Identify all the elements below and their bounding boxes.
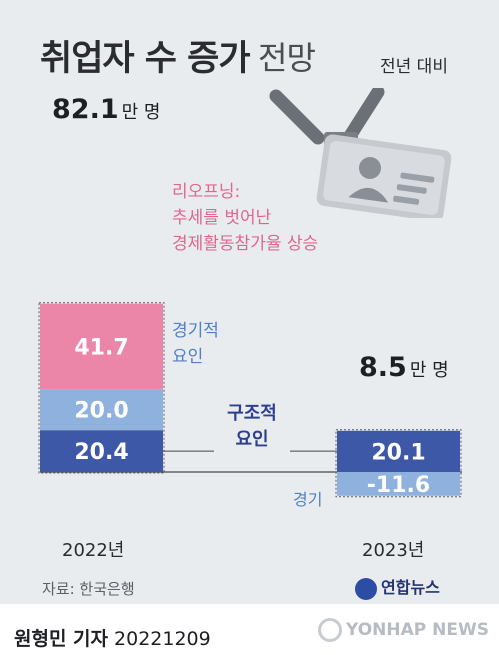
- total-unit-2022: 만 명: [121, 102, 161, 123]
- stacked-bar-chart: 20.4 20.0 41.7 20.1 -11.6: [38, 302, 462, 498]
- cyclical-2023-annotation: 경기: [293, 490, 323, 509]
- data-label-2-0: 41.7: [74, 335, 128, 360]
- bar-structural-0: [40, 430, 163, 472]
- bar-outline-0: [38, 302, 165, 474]
- category-label-2023: 2023년: [362, 540, 425, 561]
- yonhap-logo-icon: [355, 577, 377, 600]
- bar-reopening-0: [40, 303, 163, 390]
- data-label-0-1: 20.1: [371, 440, 425, 465]
- structural-annotation: 구조적 요인: [216, 401, 288, 453]
- bar-structural-1: [337, 430, 460, 472]
- total-value-2022: 82.1: [52, 94, 119, 125]
- total-value-2023: 8.5: [359, 352, 407, 383]
- byline-author: 원형민 기자: [14, 628, 109, 650]
- chart-title-suffix: 전망: [258, 39, 316, 77]
- infographic-panel: [0, 0, 499, 604]
- watermark-ring-icon: [318, 618, 342, 642]
- reopening-annotation: 리오프닝: 추세를 벗어난 경제활동참가율 상승: [172, 179, 318, 257]
- bar-cyclical-1: [337, 472, 460, 496]
- byline: 원형민 기자 20221209: [14, 624, 211, 651]
- yonhap-logo-text: 연합뉴스: [381, 578, 440, 597]
- chart-subtitle: 전년 대비: [380, 57, 448, 77]
- cyclical-line2: 요인: [172, 347, 204, 367]
- reopening-line2: 경제활동참가율 상승: [172, 234, 319, 254]
- total-label-2023: 8.5 만 명: [359, 352, 449, 383]
- id-badge-icon: [269, 88, 452, 218]
- yonhap-logo: 연합뉴스: [355, 574, 440, 600]
- category-label-2022: 2022년: [62, 540, 125, 561]
- data-label-0-0: 20.4: [74, 440, 128, 465]
- cyclical-annotation: 경기적 요인: [172, 318, 219, 370]
- watermark: YONHAP NEWS: [318, 618, 489, 642]
- bar-cyclical-0: [40, 389, 163, 431]
- chart-title: 취업자 수 증가: [40, 39, 251, 79]
- total-label-2022: 82.1 만 명: [52, 94, 160, 125]
- structural-line2: 요인: [235, 429, 269, 450]
- reopening-title: 리오프닝:: [172, 182, 241, 202]
- source-note: 자료: 한국은행: [42, 580, 135, 598]
- data-label-1-0: 20.0: [74, 399, 128, 424]
- total-unit-2023: 만 명: [409, 360, 449, 381]
- data-label-1-1: -11.6: [367, 473, 430, 498]
- structural-line1: 구조적: [227, 403, 277, 424]
- watermark-text: YONHAP NEWS: [346, 620, 489, 640]
- byline-date: 20221209: [114, 628, 211, 650]
- reopening-line1: 추세를 벗어난: [172, 208, 272, 228]
- cyclical-line1: 경기적: [172, 321, 219, 341]
